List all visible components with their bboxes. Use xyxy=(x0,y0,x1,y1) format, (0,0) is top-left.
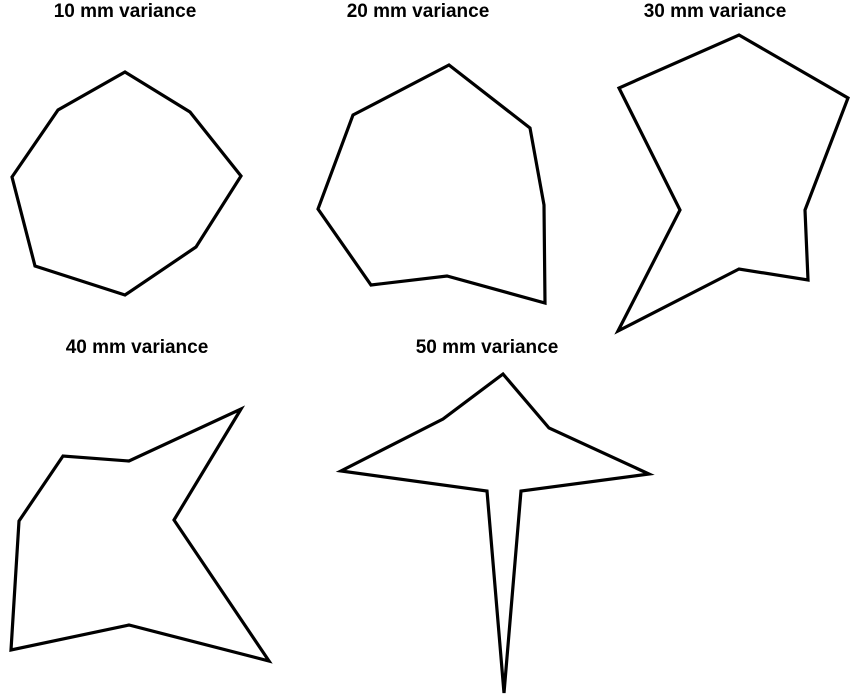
polygon-20mm-variance xyxy=(316,63,547,306)
polygon-40mm-variance xyxy=(9,405,273,664)
panel-title-10mm: 10 mm variance xyxy=(53,1,197,22)
panel-title-40mm: 40 mm variance xyxy=(65,337,209,358)
panel-title-30mm: 30 mm variance xyxy=(643,1,787,22)
panel-title-20mm: 20 mm variance xyxy=(346,1,490,22)
polygon-50mm-variance xyxy=(335,371,655,694)
panel-title-50mm: 50 mm variance xyxy=(415,337,559,358)
polygon-30mm-variance xyxy=(614,33,850,335)
polygon-10mm-variance xyxy=(10,70,243,297)
